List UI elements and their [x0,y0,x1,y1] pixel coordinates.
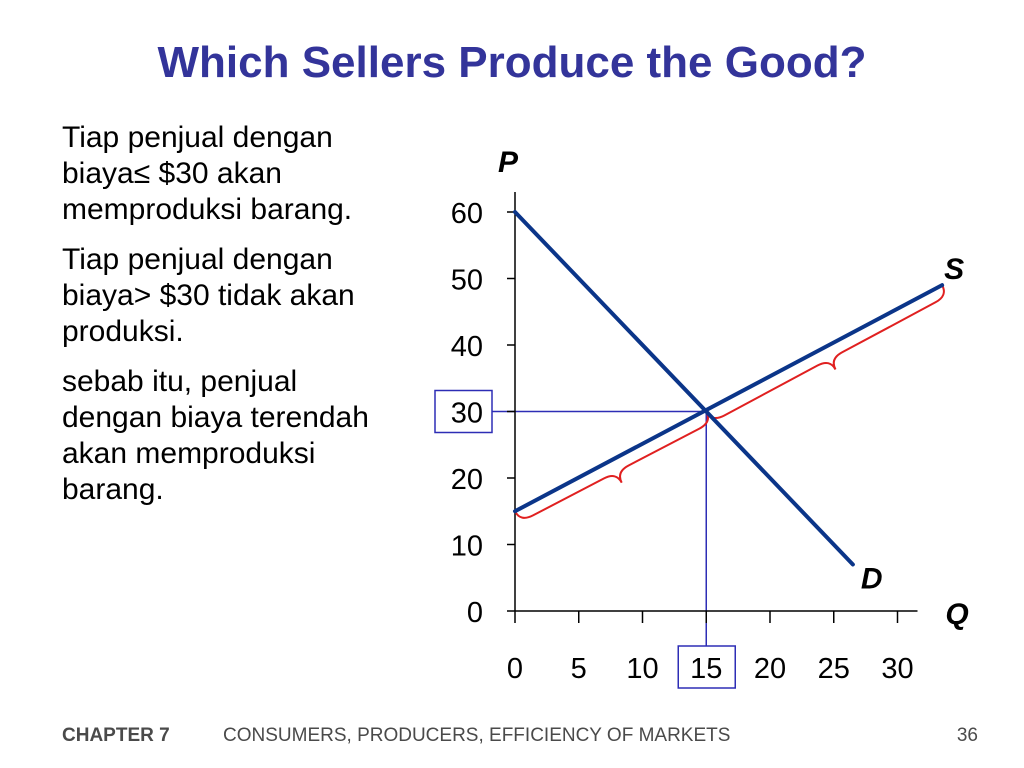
y-tick-label: 60 [451,198,483,230]
braces [514,284,945,519]
x-tick-highlight-box [677,645,736,689]
x-axis-label: Q [945,598,968,631]
footer: CHAPTER 7 CONSUMERS, PRODUCERS, EFFICIEN… [62,725,992,749]
demand-curve [513,210,855,567]
y-tick-label: 50 [451,265,483,297]
supply-brace [705,284,945,420]
y-tick-label: 30 [451,398,483,430]
ticks: 0 10 20 30 40 50 60 0 5 10 15 20 25 30 [434,198,914,689]
footer-chapter: CHAPTER 7 [62,725,170,746]
footer-page-number: 36 [956,725,978,746]
x-tick-label: 20 [754,653,786,685]
supply-curve [513,283,945,514]
x-tick-label: 25 [818,653,850,685]
y-tick-highlight-box [434,389,493,434]
demand-curve-label: D [861,562,883,595]
equilibrium-guides [492,410,707,646]
y-tick-label: 40 [451,331,483,363]
x-tick-label: 15 [690,653,722,685]
y-tick-label: 0 [467,597,483,629]
axes [514,192,918,612]
x-tick-label: 10 [626,653,658,685]
paragraph-conclusion: sebab itu, penjual dengan biaya terendah… [62,365,369,506]
curves [513,210,945,567]
x-tick-label: 0 [507,653,523,685]
paragraph-low-cost: Tiap penjual dengan biaya≤ $30 akan memp… [62,121,353,226]
x-tick-label: 30 [881,653,913,685]
supply-brace [514,411,709,519]
chart-labels: D S P Q [498,146,969,631]
paragraph-high-cost: Tiap penjual dengan biaya> $30 tidak aka… [62,243,355,348]
y-tick-label: 20 [451,464,483,496]
x-tick-label: 5 [571,653,587,685]
y-tick-label: 10 [451,531,483,563]
y-axis-label: P [498,146,519,179]
slide-title: Which Sellers Produce the Good? [157,38,867,87]
footer-book-title: CONSUMERS, PRODUCERS, EFFICIENCY OF MARK… [223,725,731,746]
body-text: Tiap penjual dengan biaya≤ $30 akan memp… [62,120,402,522]
supply-curve-label: S [944,253,964,286]
